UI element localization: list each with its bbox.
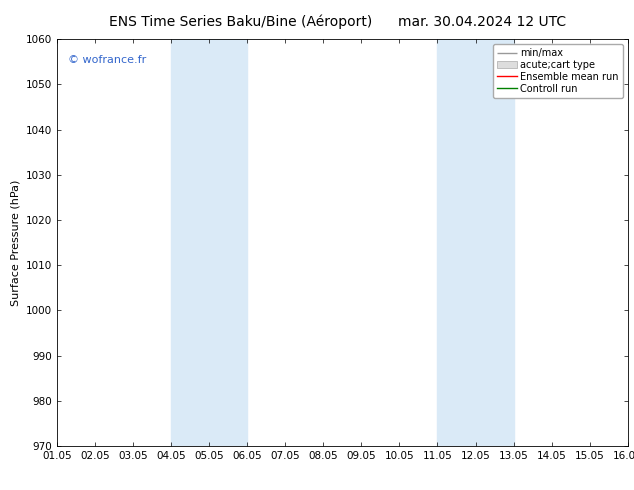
Y-axis label: Surface Pressure (hPa): Surface Pressure (hPa): [10, 179, 20, 306]
Bar: [437, 39, 514, 446]
Text: © wofrance.fr: © wofrance.fr: [68, 55, 146, 66]
Legend: min/max, acute;cart type, Ensemble mean run, Controll run: min/max, acute;cart type, Ensemble mean …: [493, 44, 623, 98]
Bar: [171, 39, 247, 446]
Text: mar. 30.04.2024 12 UTC: mar. 30.04.2024 12 UTC: [398, 15, 566, 29]
Text: ENS Time Series Baku/Bine (Aéroport): ENS Time Series Baku/Bine (Aéroport): [109, 15, 373, 29]
